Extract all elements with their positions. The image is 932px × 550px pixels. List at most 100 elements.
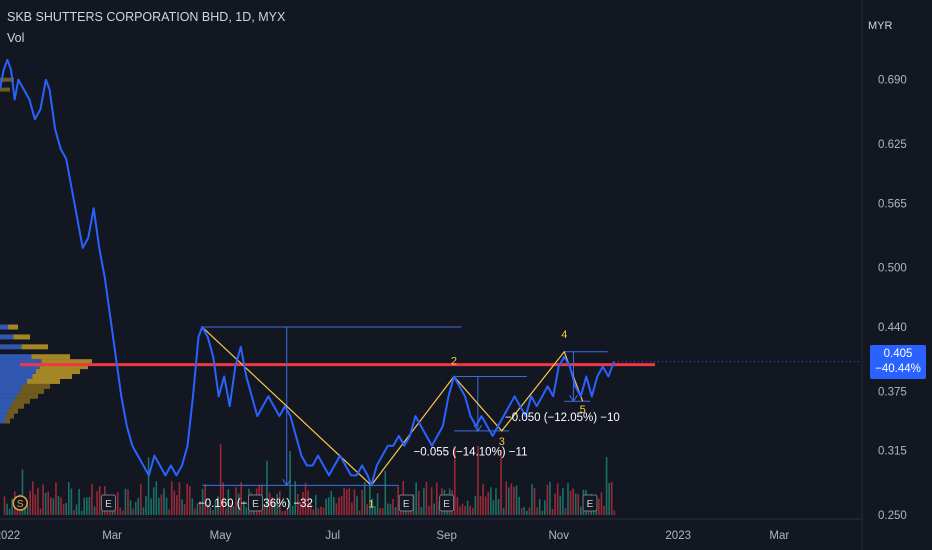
volume-bar: [31, 481, 34, 515]
volume-profile-bar: [0, 87, 10, 92]
volume-bar: [137, 497, 140, 515]
volume-bar: [574, 493, 577, 515]
earnings-marker-label: E: [587, 499, 594, 510]
price-series: [0, 58, 615, 487]
volume-bar: [322, 507, 325, 515]
volume-profile-bar: [13, 334, 30, 340]
x-tick-label: Sep: [436, 530, 456, 542]
volume-bar: [471, 508, 474, 515]
volume-bar: [417, 491, 420, 515]
volume-bar: [289, 450, 291, 515]
volume-profile-bar: [4, 418, 10, 424]
volume-profile-bar: [0, 324, 9, 330]
volume-profile-bar: [0, 344, 22, 350]
volume-bar: [44, 492, 47, 515]
volume-bar: [49, 497, 52, 515]
earnings-marker-label: E: [443, 499, 450, 510]
volume-bar: [351, 502, 353, 515]
volume-bar: [199, 501, 201, 515]
last-price: 0.405: [883, 348, 913, 360]
volume-indicator-label[interactable]: Vol: [7, 31, 25, 45]
volume-bar: [356, 496, 358, 515]
volume-bar: [361, 489, 363, 515]
earnings-marker-icon: [439, 494, 455, 512]
volume-bar: [127, 489, 129, 515]
volume-bar: [466, 500, 469, 515]
split-marker-label: S: [17, 499, 24, 510]
volume-bar: [508, 487, 510, 515]
volume-bar: [608, 483, 610, 515]
volume-profile-bar: [0, 334, 14, 340]
volume-bar: [55, 482, 57, 515]
volume-bar: [286, 508, 289, 515]
volume-bar: [474, 495, 477, 515]
volume-bar: [562, 488, 564, 515]
volume-bar: [147, 457, 150, 515]
earnings-marker-label: E: [105, 499, 112, 510]
earnings-marker-icon: [398, 494, 414, 512]
volume-bar: [70, 488, 73, 515]
wave-label: 3: [499, 436, 505, 448]
x-tick-label: Mar: [769, 530, 789, 542]
y-axis[interactable]: 0.690 0.625 0.565 0.500 0.440 0.375 0.315 0.250: [861, 0, 907, 550]
volume-bar: [489, 487, 492, 515]
volume-bar: [219, 444, 222, 515]
volume-bar: [538, 499, 541, 515]
volume-bar: [397, 484, 399, 515]
volume-bar: [613, 510, 616, 515]
volume-bar: [181, 499, 183, 515]
volume-bar: [564, 508, 567, 515]
volume-bar: [577, 493, 580, 515]
volume-bar: [358, 510, 361, 515]
volume-bar: [291, 505, 294, 515]
volume-bar: [526, 510, 528, 515]
volume-bar: [528, 507, 531, 515]
volume-bar: [317, 508, 320, 515]
volume-bar: [520, 508, 523, 515]
volume-bar: [327, 497, 330, 515]
volume-bar: [335, 503, 338, 515]
volume-bar: [392, 499, 394, 515]
volume-bar: [353, 489, 356, 515]
volume-bar: [276, 493, 279, 515]
wave-label: 2: [451, 356, 457, 368]
volume-bar: [96, 491, 98, 515]
volume-bar: [186, 483, 188, 515]
measure-label: −0.050 (−12.05%) −10: [505, 412, 620, 424]
volume-profile-bar: [0, 388, 20, 394]
volume-bar: [430, 487, 433, 515]
price-line: [0, 58, 615, 487]
x-tick-label: Nov: [549, 530, 570, 542]
volume-bar: [544, 500, 546, 515]
earnings-marker-icon: [582, 494, 598, 512]
volume-bar: [369, 483, 371, 515]
y-tick-label: 0.315: [878, 446, 907, 458]
y-tick-label: 0.690: [878, 75, 907, 87]
price-change: −40.44%: [875, 363, 921, 375]
volume-bar: [3, 496, 6, 515]
y-tick-label: 0.565: [878, 198, 907, 210]
volume-bar: [134, 501, 137, 515]
drawing-tools[interactable]: [20, 326, 862, 487]
volume-bar: [227, 489, 230, 515]
volume-profile-bar: [8, 324, 18, 330]
wave-pattern-line: [201, 326, 584, 487]
volume-bar: [492, 500, 495, 515]
volume-profile-bar: [39, 364, 88, 370]
volume-bar: [101, 508, 104, 515]
volume-profile-bar: [0, 369, 36, 375]
volume-bar: [333, 497, 335, 515]
volume-bar: [222, 482, 224, 515]
volume-bar: [433, 503, 435, 515]
volume-bar: [294, 481, 297, 515]
x-axis[interactable]: 2022 Mar May Jul Sep Nov 2023 Mar: [0, 518, 862, 542]
volume-bar: [399, 510, 402, 515]
volume-bar: [384, 470, 387, 515]
volume-bar: [124, 488, 127, 515]
volume-bar: [387, 503, 389, 515]
symbol-title[interactable]: SKB SHUTTERS CORPORATION BHD, 1D, MYX: [7, 10, 286, 24]
volume-bar: [279, 491, 281, 515]
wave-label: 5: [580, 404, 586, 416]
